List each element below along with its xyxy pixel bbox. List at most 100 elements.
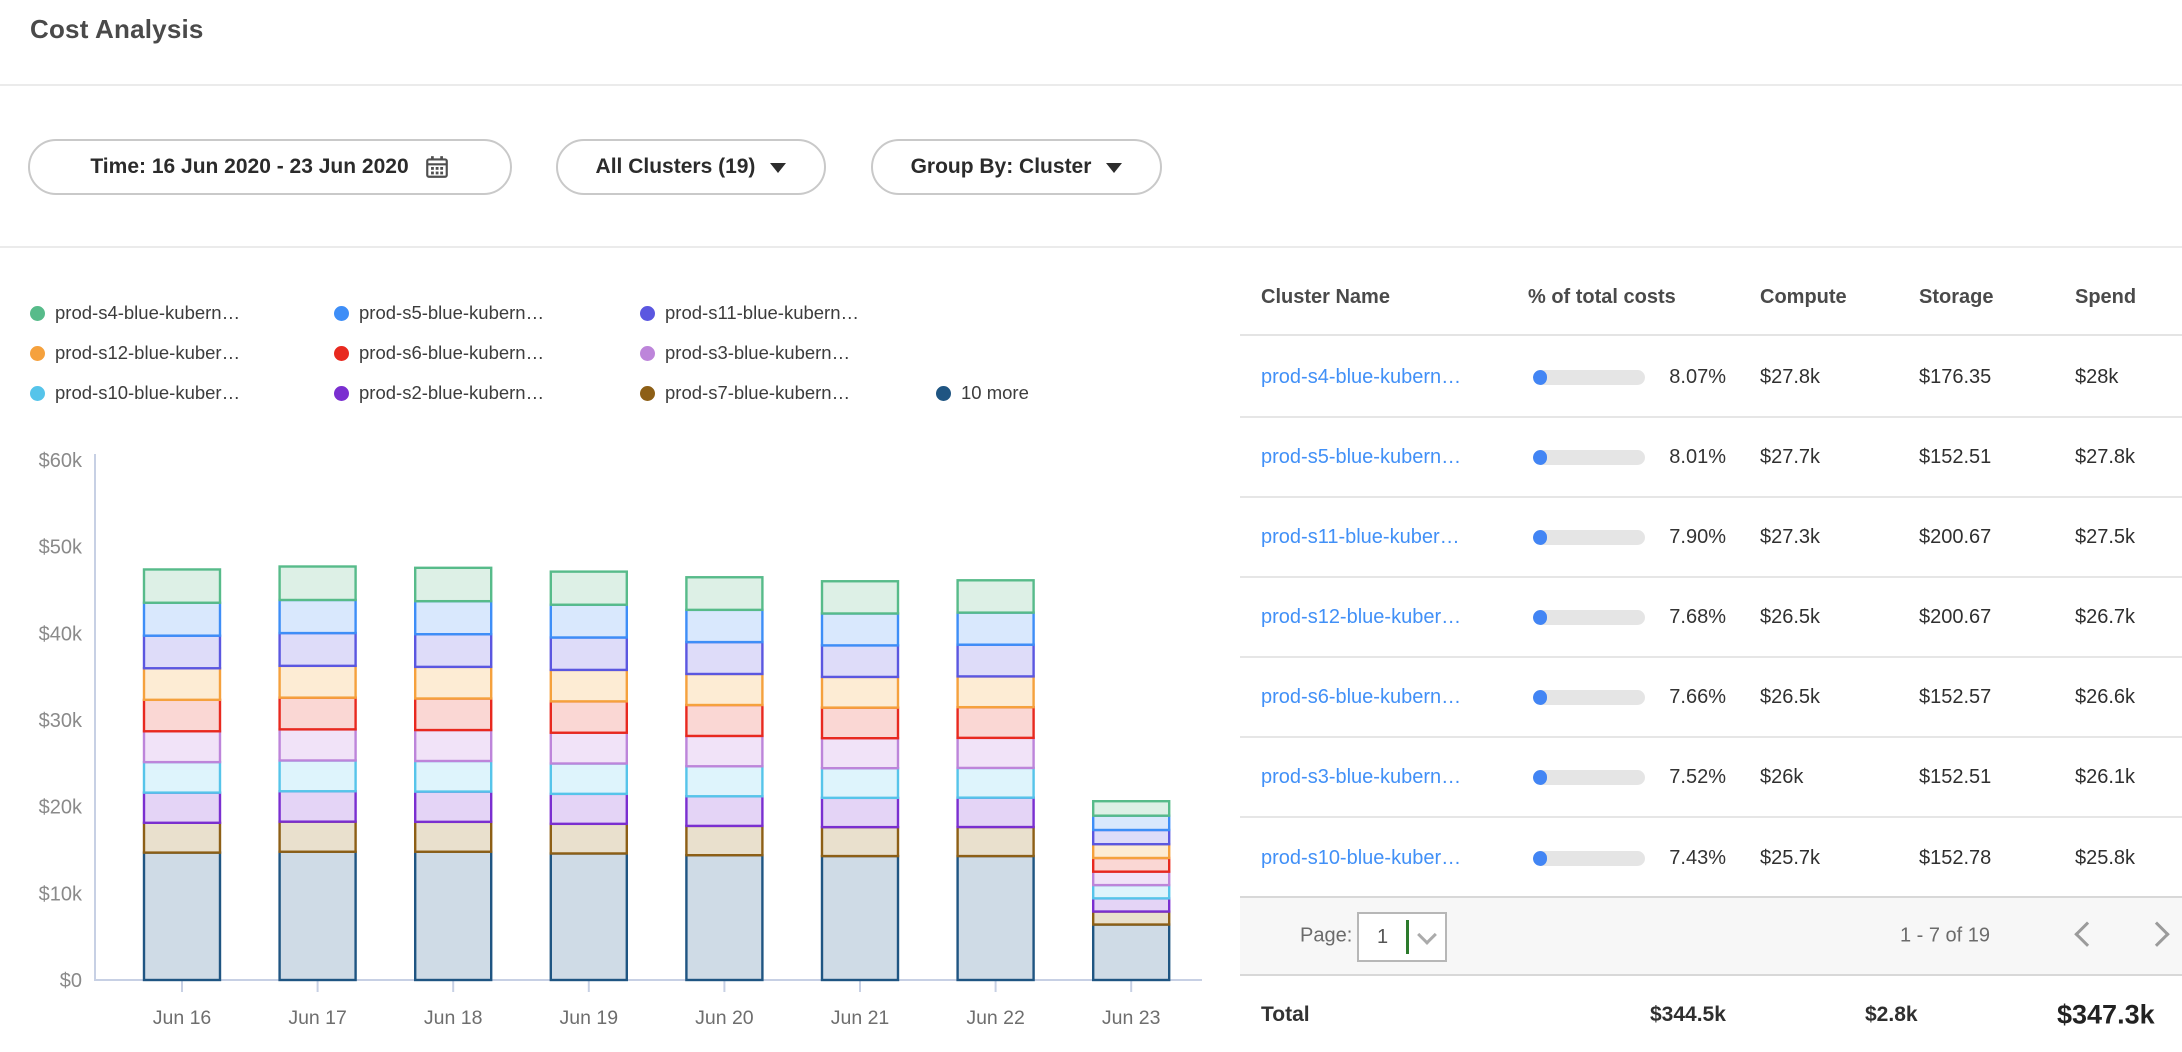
- cluster-name-link[interactable]: prod-s11-blue-kuber…: [1261, 525, 1460, 548]
- bar-segment-jun-16-prod-s3-blue-kubern[interactable]: [142, 730, 222, 764]
- bar-segment-jun-21-prod-s6-blue-kubern[interactable]: [820, 706, 900, 740]
- bar-segment-jun-19-prod-s3-blue-kubern[interactable]: [549, 731, 628, 765]
- legend-item-2[interactable]: prod-s11-blue-kubern…: [640, 302, 859, 324]
- bar-segment-jun-21-prod-s3-blue-kubern[interactable]: [820, 737, 900, 770]
- cluster-name-link[interactable]: prod-s4-blue-kubern…: [1261, 365, 1462, 388]
- bar-segment-jun-19-prod-s6-blue-kubern[interactable]: [549, 700, 628, 734]
- bar-segment-jun-20-prod-s6-blue-kubern[interactable]: [685, 703, 764, 738]
- bar-segment-jun-16-prod-s7-blue-kubern[interactable]: [142, 821, 222, 854]
- bar-segment-jun-16-prod-s5-blue-kubern[interactable]: [142, 601, 222, 637]
- bar-segment-jun-20-prod-s10-blue-kuber[interactable]: [685, 765, 764, 798]
- bar-segment-jun-21-10-more[interactable]: [820, 854, 900, 982]
- bar-segment-jun-20-prod-s2-blue-kubern[interactable]: [685, 795, 764, 828]
- bar-segment-jun-23-prod-s7-blue-kubern[interactable]: [1091, 910, 1171, 926]
- bar-segment-jun-19-prod-s7-blue-kubern[interactable]: [549, 822, 628, 855]
- bar-segment-jun-23-prod-s3-blue-kubern[interactable]: [1091, 870, 1171, 887]
- bar-segment-jun-17-prod-s10-blue-kuber[interactable]: [278, 759, 357, 793]
- legend-item-6[interactable]: prod-s10-blue-kuber…: [30, 382, 240, 404]
- bar-segment-jun-17-prod-s4-blue-kubern[interactable]: [278, 565, 357, 602]
- bar-segment-jun-22-prod-s4-blue-kubern[interactable]: [956, 579, 1035, 614]
- bar-segment-jun-19-prod-s11-blue-kubern[interactable]: [549, 636, 628, 672]
- bar-segment-jun-20-prod-s5-blue-kubern[interactable]: [685, 608, 764, 644]
- bar-segment-jun-23-prod-s5-blue-kubern[interactable]: [1091, 814, 1171, 832]
- bar-segment-jun-17-prod-s2-blue-kubern[interactable]: [278, 790, 357, 823]
- bar-segment-jun-22-prod-s5-blue-kubern[interactable]: [956, 611, 1035, 646]
- bar-segment-jun-16-prod-s6-blue-kubern[interactable]: [142, 698, 222, 733]
- bar-segment-jun-23-prod-s6-blue-kubern[interactable]: [1091, 856, 1171, 873]
- bar-segment-jun-17-prod-s6-blue-kubern[interactable]: [278, 696, 357, 731]
- bar-segment-jun-21-prod-s11-blue-kubern[interactable]: [820, 644, 900, 679]
- bar-segment-jun-21-prod-s5-blue-kubern[interactable]: [820, 612, 900, 647]
- bar-segment-jun-18-prod-s2-blue-kubern[interactable]: [414, 790, 493, 824]
- bar-segment-jun-18-prod-s10-blue-kuber[interactable]: [414, 759, 493, 793]
- bar-segment-jun-16-prod-s11-blue-kubern[interactable]: [142, 634, 222, 670]
- legend-item-4[interactable]: prod-s6-blue-kubern…: [334, 342, 544, 364]
- legend-item-3[interactable]: prod-s12-blue-kuber…: [30, 342, 240, 364]
- time-range-filter[interactable]: Time: 16 Jun 2020 - 23 Jun 2020: [28, 139, 512, 195]
- clusters-filter-dropdown[interactable]: All Clusters (19): [556, 139, 826, 195]
- bar-segment-jun-22-prod-s10-blue-kuber[interactable]: [956, 766, 1035, 799]
- bar-segment-jun-17-prod-s7-blue-kubern[interactable]: [278, 820, 357, 853]
- cluster-name-link[interactable]: prod-s10-blue-kuber…: [1261, 846, 1462, 869]
- bar-segment-jun-16-prod-s2-blue-kubern[interactable]: [142, 791, 222, 824]
- bar-segment-jun-17-prod-s5-blue-kubern[interactable]: [278, 598, 357, 635]
- bar-segment-jun-22-prod-s2-blue-kubern[interactable]: [956, 796, 1035, 829]
- bar-segment-jun-17-prod-s11-blue-kubern[interactable]: [278, 631, 357, 668]
- cluster-name-link[interactable]: prod-s5-blue-kubern…: [1261, 445, 1462, 468]
- chevron-right-icon[interactable]: [2144, 921, 2170, 947]
- bar-segment-jun-16-prod-s4-blue-kubern[interactable]: [142, 568, 222, 604]
- cluster-name-link[interactable]: prod-s6-blue-kubern…: [1261, 685, 1462, 708]
- legend-item-5[interactable]: prod-s3-blue-kubern…: [640, 342, 850, 364]
- cluster-name-link[interactable]: prod-s12-blue-kuber…: [1261, 605, 1462, 628]
- bar-segment-jun-17-10-more[interactable]: [278, 850, 357, 982]
- bar-segment-jun-18-prod-s7-blue-kubern[interactable]: [414, 820, 493, 853]
- bar-segment-jun-20-prod-s3-blue-kubern[interactable]: [685, 734, 764, 768]
- legend-item-9[interactable]: 10 more: [936, 382, 1029, 404]
- bar-segment-jun-22-prod-s6-blue-kubern[interactable]: [956, 705, 1035, 740]
- group-by-dropdown[interactable]: Group By: Cluster: [871, 139, 1162, 195]
- bar-segment-jun-18-prod-s12-blue-kuber[interactable]: [414, 665, 493, 700]
- bar-segment-jun-22-prod-s12-blue-kuber[interactable]: [956, 675, 1035, 709]
- bar-segment-jun-17-prod-s12-blue-kuber[interactable]: [278, 664, 357, 699]
- bar-segment-jun-22-prod-s7-blue-kubern[interactable]: [956, 825, 1035, 858]
- bar-segment-jun-21-prod-s2-blue-kubern[interactable]: [820, 796, 900, 829]
- bar-segment-jun-23-prod-s12-blue-kuber[interactable]: [1091, 842, 1171, 860]
- bar-segment-jun-16-prod-s12-blue-kuber[interactable]: [142, 667, 222, 702]
- bar-segment-jun-19-prod-s10-blue-kuber[interactable]: [549, 762, 628, 796]
- bar-segment-jun-19-10-more[interactable]: [549, 852, 628, 982]
- bar-segment-jun-18-prod-s4-blue-kubern[interactable]: [414, 566, 493, 603]
- bar-segment-jun-16-10-more[interactable]: [142, 851, 222, 982]
- cluster-name-link[interactable]: prod-s3-blue-kubern…: [1261, 765, 1462, 788]
- bar-segment-jun-18-10-more[interactable]: [414, 850, 493, 982]
- bar-segment-jun-20-prod-s4-blue-kubern[interactable]: [685, 576, 764, 612]
- bar-segment-jun-23-prod-s10-blue-kuber[interactable]: [1091, 883, 1171, 900]
- bar-segment-jun-18-prod-s11-blue-kubern[interactable]: [414, 632, 493, 669]
- bar-segment-jun-20-prod-s12-blue-kuber[interactable]: [685, 672, 764, 707]
- legend-item-1[interactable]: prod-s5-blue-kubern…: [334, 302, 544, 324]
- legend-item-8[interactable]: prod-s7-blue-kubern…: [640, 382, 850, 404]
- bar-segment-jun-23-10-more[interactable]: [1091, 923, 1171, 982]
- legend-item-7[interactable]: prod-s2-blue-kubern…: [334, 382, 544, 404]
- bar-segment-jun-20-prod-s11-blue-kubern[interactable]: [685, 640, 764, 676]
- bar-segment-jun-23-prod-s2-blue-kubern[interactable]: [1091, 897, 1171, 913]
- bar-segment-jun-20-10-more[interactable]: [685, 854, 764, 982]
- bar-segment-jun-18-prod-s3-blue-kubern[interactable]: [414, 728, 493, 763]
- bar-segment-jun-21-prod-s10-blue-kuber[interactable]: [820, 766, 900, 800]
- bar-segment-jun-21-prod-s12-blue-kuber[interactable]: [820, 675, 900, 709]
- bar-segment-jun-21-prod-s7-blue-kubern[interactable]: [820, 825, 900, 858]
- bar-segment-jun-19-prod-s2-blue-kubern[interactable]: [549, 792, 628, 826]
- chevron-left-icon[interactable]: [2074, 921, 2100, 947]
- bar-segment-jun-22-10-more[interactable]: [956, 854, 1035, 982]
- bar-segment-jun-20-prod-s7-blue-kubern[interactable]: [685, 824, 764, 857]
- bar-segment-jun-19-prod-s4-blue-kubern[interactable]: [549, 570, 628, 606]
- bar-segment-jun-23-prod-s4-blue-kubern[interactable]: [1091, 800, 1171, 817]
- page-select[interactable]: 1: [1357, 912, 1447, 962]
- bar-segment-jun-19-prod-s5-blue-kubern[interactable]: [549, 603, 628, 639]
- bar-segment-jun-22-prod-s3-blue-kubern[interactable]: [956, 736, 1035, 770]
- legend-item-0[interactable]: prod-s4-blue-kubern…: [30, 302, 240, 324]
- bar-segment-jun-17-prod-s3-blue-kubern[interactable]: [278, 728, 357, 762]
- bar-segment-jun-18-prod-s6-blue-kubern[interactable]: [414, 697, 493, 732]
- bar-segment-jun-23-prod-s11-blue-kubern[interactable]: [1091, 828, 1171, 846]
- bar-segment-jun-18-prod-s5-blue-kubern[interactable]: [414, 599, 493, 636]
- bar-segment-jun-22-prod-s11-blue-kubern[interactable]: [956, 643, 1035, 678]
